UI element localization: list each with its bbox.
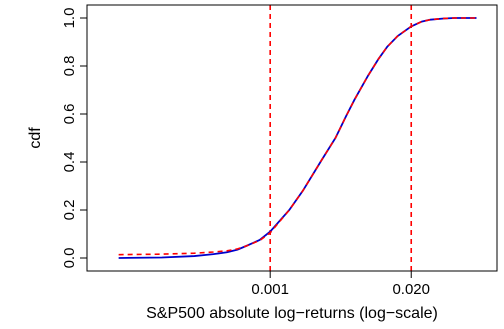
y-tick-label: 0.2: [61, 200, 78, 221]
y-tick-label: 0.4: [61, 152, 78, 173]
x-tick-label: 0.020: [392, 281, 430, 298]
cdf-line-dashed: [118, 17, 477, 256]
y-tick-label: 1.0: [61, 8, 78, 29]
x-axis-label: S&P500 absolute log−returns (log−scale): [146, 305, 438, 322]
cdf-line-solid: [118, 17, 477, 259]
y-tick-label: 0.0: [61, 248, 78, 269]
x-axis: 0.001 0.020: [251, 271, 430, 298]
y-axis: 0.0 0.2 0.4 0.6 0.8 1.0: [61, 8, 87, 269]
y-tick-label: 0.6: [61, 104, 78, 125]
y-axis-label: cdf: [27, 127, 44, 149]
plot-frame: [86, 4, 498, 272]
y-tick-label: 0.8: [61, 56, 78, 77]
series-layer: [118, 17, 477, 259]
x-tick-label: 0.001: [251, 281, 289, 298]
